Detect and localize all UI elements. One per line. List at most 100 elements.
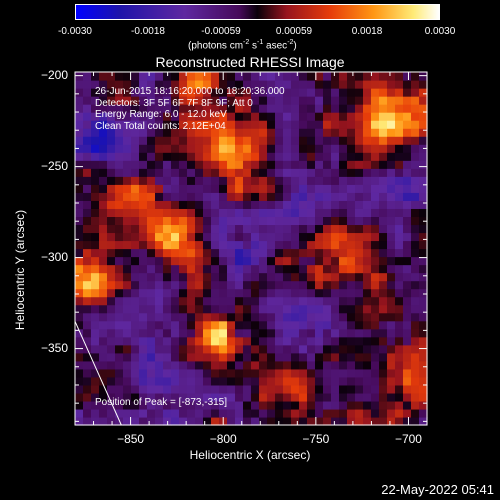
heatmap-cell [123,232,132,242]
heatmap-cell [83,408,92,418]
heatmap-cell [251,368,260,378]
heatmap-cell [131,184,140,193]
heatmap-cell [243,336,252,346]
heatmap-cell [83,160,92,169]
heatmap-cell [267,312,276,322]
heatmap-cell [275,328,284,338]
heatmap-cell [235,264,244,274]
heatmap-cell [99,320,108,330]
heatmap-cell [355,320,364,330]
heatmap-cell [91,184,100,193]
heatmap-cell [147,104,156,113]
heatmap-cell [211,80,220,89]
heatmap-cell [139,416,148,426]
heatmap-cell [227,80,236,89]
heatmap-cell [387,272,396,282]
heatmap-cell [403,208,412,218]
heatmap-cell [283,416,292,426]
heatmap-cell [139,296,148,306]
heatmap-cell [403,384,412,394]
heatmap-cell [363,184,372,193]
heatmap-cell [267,224,276,234]
heatmap-cell [107,192,116,201]
heatmap-cell [107,320,116,330]
heatmap-cell [403,256,412,266]
heatmap-cell [235,296,244,306]
heatmap-cell [75,264,84,274]
heatmap-cell [75,408,84,418]
heatmap-cell [155,88,164,97]
heatmap-cell [147,96,156,105]
heatmap-cell [107,232,116,242]
heatmap-cell [75,344,84,354]
heatmap-cell [387,208,396,218]
heatmap-cell [171,360,180,370]
heatmap-cell [419,384,428,394]
heatmap-cell [363,304,372,314]
heatmap-cell [299,176,308,185]
heatmap-cell [259,168,268,177]
heatmap-cell [163,80,172,89]
heatmap-cell [147,344,156,354]
heatmap-cell [387,136,396,145]
heatmap-cell [411,384,420,394]
peak-label: Position of Peak = [-873,-315] [95,397,228,408]
heatmap-cell [411,392,420,402]
heatmap-cell [403,336,412,346]
heatmap-cell [315,136,324,145]
heatmap-cell [187,384,196,394]
heatmap-cell [379,168,388,177]
heatmap-cell [371,72,380,81]
heatmap-cell [363,264,372,274]
heatmap-cell [187,368,196,378]
heatmap-cell [187,184,196,193]
heatmap-cell [131,96,140,105]
heatmap-cell [187,168,196,177]
heatmap-cell [419,232,428,242]
heatmap-cell [99,272,108,282]
heatmap-cell [419,192,428,201]
heatmap-cell [267,208,276,218]
heatmap-cell [379,360,388,370]
heatmap-cell [387,192,396,201]
heatmap-cell [187,304,196,314]
heatmap-cell [307,96,316,105]
heatmap-cell [283,232,292,242]
heatmap-cell [291,168,300,177]
heatmap-cell [131,104,140,113]
heatmap-cell [123,160,132,169]
heatmap-cell [355,280,364,290]
heatmap-cell [355,328,364,338]
heatmap-cell [83,200,92,209]
heatmap-cell [379,336,388,346]
info-line: 26-Jun-2015 18:16:20.000 to 18:20:36.000 [95,86,285,97]
heatmap-cell [323,208,332,218]
heatmap-cell [307,336,316,346]
heatmap-cell [363,392,372,402]
heatmap-cell [211,360,220,370]
heatmap-cell [355,136,364,145]
heatmap-cell [347,96,356,105]
heatmap-cell [251,72,260,81]
heatmap-cell [99,312,108,322]
heatmap-cell [91,304,100,314]
heatmap-cell [115,368,124,378]
heatmap-cell [331,384,340,394]
heatmap-cell [179,168,188,177]
heatmap-cell [363,344,372,354]
heatmap-cell [115,136,124,145]
heatmap-cell [395,304,404,314]
heatmap-cell [331,392,340,402]
heatmap-cell [275,336,284,346]
heatmap-cell [171,272,180,282]
heatmap-cell [379,192,388,201]
heatmap-cell [83,264,92,274]
heatmap-cell [235,136,244,145]
heatmap-cell [251,168,260,177]
heatmap-cell [115,232,124,242]
heatmap-cell [107,280,116,290]
heatmap-cell [307,80,316,89]
heatmap-cell [395,360,404,370]
heatmap-cell [395,312,404,322]
heatmap-cell [251,376,260,386]
